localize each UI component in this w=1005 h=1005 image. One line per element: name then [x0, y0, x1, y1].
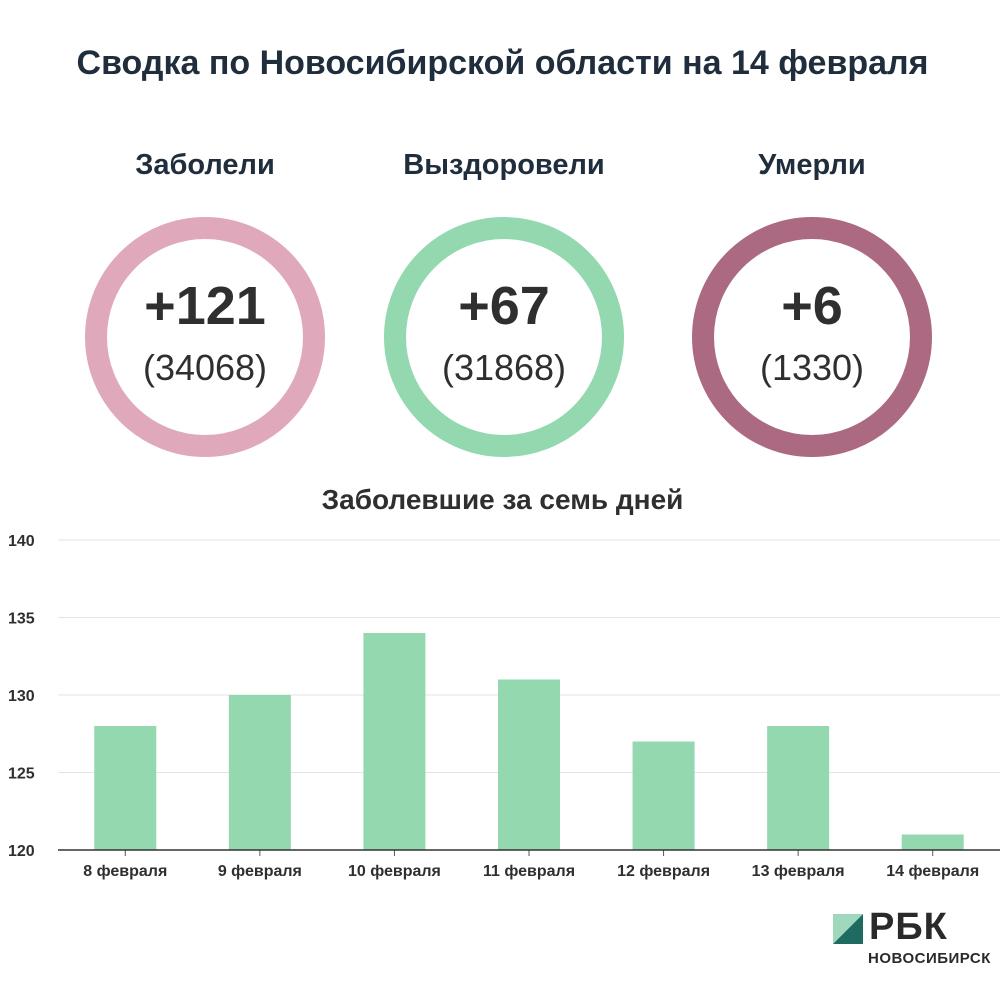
stat-recovered-total: (31868): [441, 347, 567, 388]
stat-infected-ring: +121 (34068): [85, 217, 325, 457]
stat-recovered-delta: +67: [458, 276, 550, 336]
bar: [498, 679, 560, 850]
stat-infected: Заболели +121 (34068): [65, 145, 345, 457]
stat-recovered: Выздоровели +67 (31868): [364, 145, 644, 457]
chart-title: Заболевшие за семь дней: [321, 484, 684, 515]
y-tick-label: 125: [8, 766, 35, 783]
bar: [901, 834, 964, 850]
y-tick-label: 120: [8, 843, 35, 860]
stat-deaths-delta: +6: [781, 276, 843, 336]
bar: [94, 726, 157, 850]
bar: [767, 726, 830, 850]
stat-infected-label: Заболели: [135, 149, 275, 181]
stat-deaths: Умерли +6 (1330): [672, 145, 952, 457]
bar: [363, 633, 426, 850]
stat-deaths-label: Умерли: [758, 149, 866, 181]
stat-infected-total: (34068): [142, 347, 268, 388]
x-tick-label: 14 февраля: [886, 863, 979, 880]
x-tick-label: 11 февраля: [483, 863, 575, 880]
rbc-logo: РБК НОВОСИБИРСК: [833, 906, 998, 972]
rbc-logo-mark-icon: [833, 914, 863, 944]
x-tick-label: 10 февраля: [348, 863, 441, 880]
y-tick-label: 140: [8, 533, 35, 550]
stat-infected-delta: +121: [144, 276, 266, 336]
stat-recovered-label: Выздоровели: [403, 149, 605, 181]
page-title: Сводка по Новосибирской области на 14 фе…: [76, 44, 929, 82]
x-tick-label: 12 февраля: [617, 863, 710, 880]
rbc-logo-name: РБК: [869, 906, 948, 948]
y-tick-label: 135: [8, 611, 35, 628]
rbc-logo-city: НОВОСИБИРСК: [868, 950, 991, 967]
bar-chart: 120 125 130 135 140 8 февраля 9 февраля 10 февр…: [8, 533, 1000, 880]
stat-deaths-total: (1330): [759, 347, 865, 388]
stat-deaths-ring: +6 (1330): [692, 217, 932, 457]
x-tick-label: 8 февраля: [83, 863, 167, 880]
x-tick-label: 9 февраля: [218, 863, 302, 880]
stat-recovered-ring: +67 (31868): [384, 217, 624, 457]
x-tick-label: 13 февраля: [752, 863, 845, 880]
bar: [228, 695, 291, 850]
bar: [632, 741, 695, 850]
y-tick-label: 130: [8, 688, 35, 705]
